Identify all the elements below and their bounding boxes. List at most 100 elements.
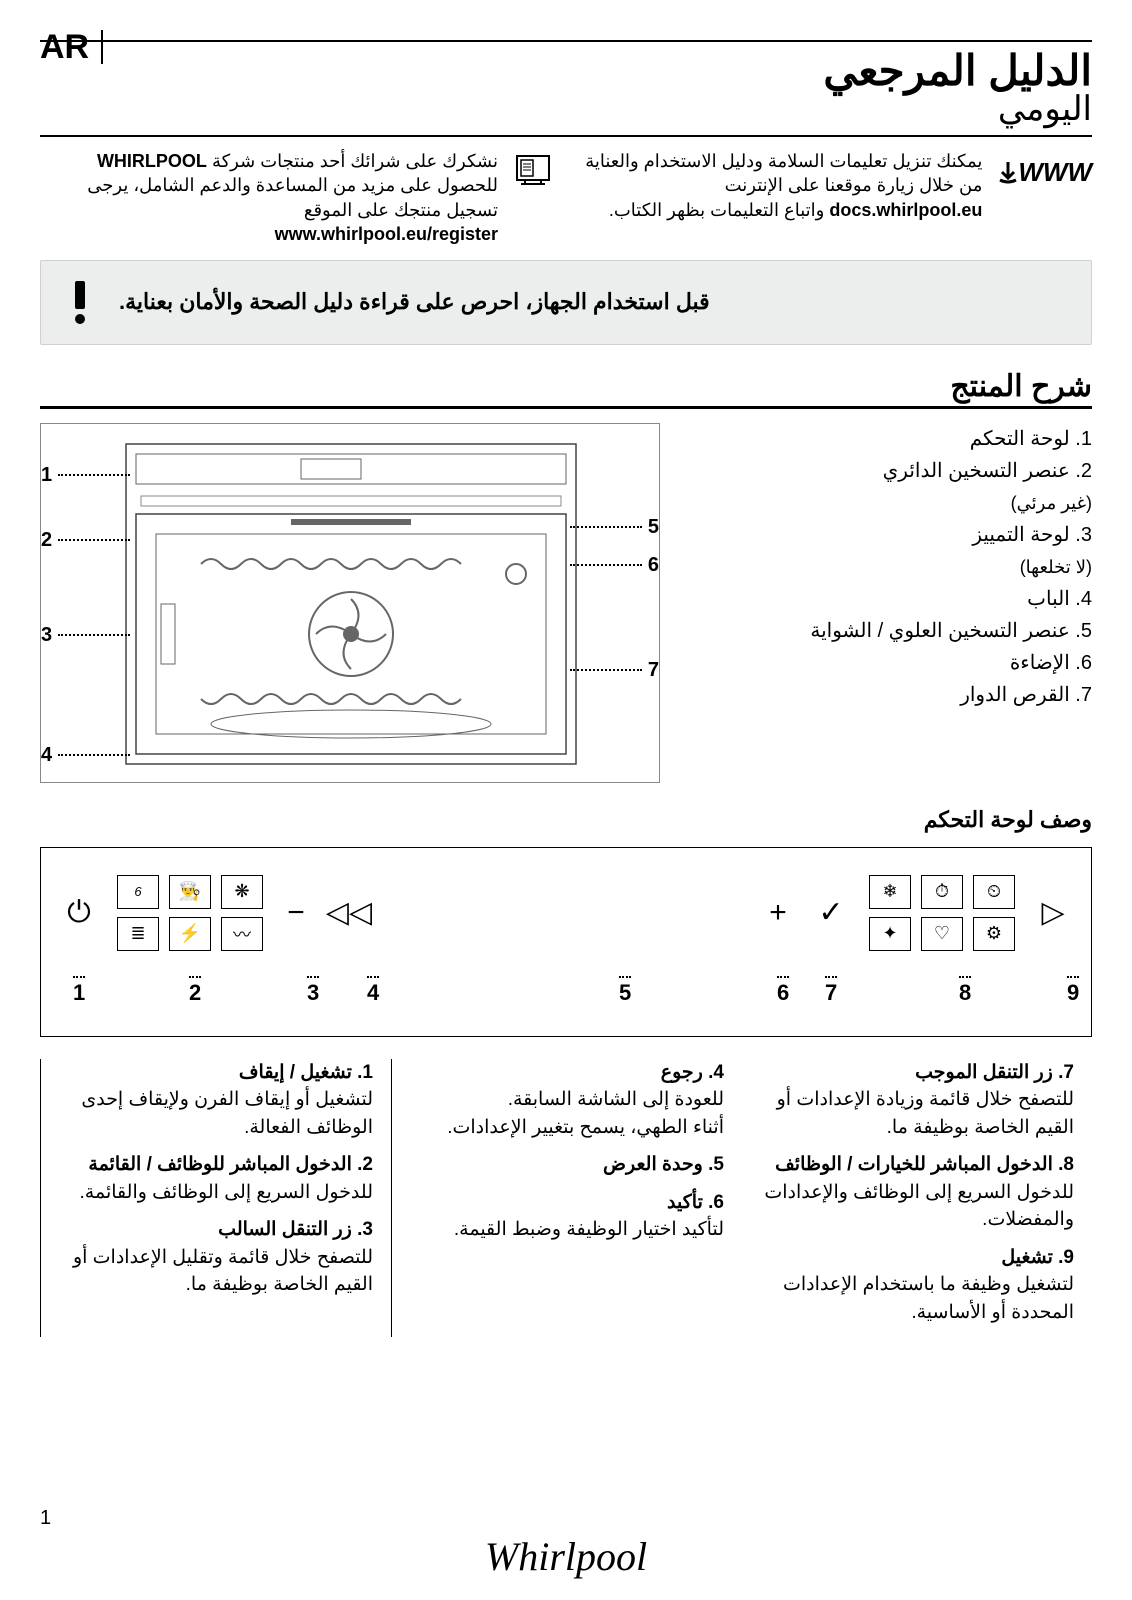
product-legend: 1. لوحة التحكم 2. عنصر التسخين الدائري (غي… <box>690 423 1092 711</box>
follow-text: واتباع التعليمات بظهر الكتاب. <box>609 200 824 220</box>
desc-item: 3. زر التنقل السالبللتصفح خلال قائمة وتق… <box>59 1216 373 1299</box>
page-title-block: الدليل المرجعي اليومي <box>40 46 1092 129</box>
list-icon: ≣ <box>117 917 159 951</box>
desc-item: 9. تشغيللتشغيل وظيفة ما باستخدام الإعداد… <box>760 1244 1074 1327</box>
desc-heading: 1. تشغيل / إيقاف <box>59 1059 373 1087</box>
desc-heading: 8. الدخول المباشر للخيارات / الوظائف <box>760 1151 1074 1179</box>
desc-item: 7. زر التنقل الموجبللتصفح خلال قائمة وزي… <box>760 1059 1074 1142</box>
chef-icon: 👨‍🍳 <box>169 875 211 909</box>
title-main: الدليل المرجعي <box>40 46 1092 95</box>
desc-heading: 2. الدخول المباشر للوظائف / القائمة <box>59 1151 373 1179</box>
brand-name: WHIRLPOOL <box>97 149 207 173</box>
desc-heading: 7. زر التنقل الموجب <box>760 1059 1074 1087</box>
settings-icon: ⚙ <box>973 917 1015 951</box>
panel-number: 2 <box>189 976 201 1006</box>
start-group: ▷ <box>1033 895 1073 930</box>
callout-number: 2 <box>41 529 52 552</box>
back-group: ◁◁ <box>329 895 369 930</box>
thank-you-text: نشكرك على شرائك أحد منتجات شركة <box>212 151 498 171</box>
delay-icon: ⏲ <box>973 875 1015 909</box>
desc-body: لتشغيل وظيفة ما باستخدام الإعدادات المحد… <box>760 1271 1074 1326</box>
favorite-icon: ♡ <box>921 917 963 951</box>
desc-item: 4. رجوعللعودة إلى الشاشة السابقة.أثناء ا… <box>410 1059 724 1142</box>
intro-left-text: يمكنك تنزيل تعليمات السلامة ودليل الاستخ… <box>576 149 982 222</box>
desc-item: 8. الدخول المباشر للخيارات / الوظائفللدخ… <box>760 1151 1074 1234</box>
legend-item: 5. عنصر التسخين العلوي / الشواية <box>690 615 1092 647</box>
language-tag: AR <box>40 30 103 64</box>
legend-text: 4. الباب <box>1027 588 1092 610</box>
panel-number: 5 <box>619 976 631 1006</box>
timer-icon: ⏱ <box>921 875 963 909</box>
legend-item: 1. لوحة التحكم <box>690 423 1092 455</box>
intro-right-col: نشكرك على شرائك أحد منتجات شركة WHIRLPOO… <box>40 149 556 246</box>
legend-item: 6. الإضاءة <box>690 647 1092 679</box>
callout-number: 5 <box>648 516 659 539</box>
microwave-icon: 〰 <box>221 917 263 951</box>
plus-icon: + <box>769 896 787 930</box>
minus-icon: − <box>287 896 305 930</box>
title-sub: اليومي <box>40 89 1092 129</box>
panel-number: 4 <box>367 976 379 1006</box>
diagram-callout-right: 6 <box>564 554 659 577</box>
brand-logo: Whirlpool <box>485 1533 647 1580</box>
callout-number: 7 <box>648 659 659 682</box>
options-group: ❄ ⏱ ⏲ ✦ ♡ ⚙ <box>869 875 1015 951</box>
register-url: www.whirlpool.eu/register <box>275 222 498 246</box>
panel-title: وصف لوحة التحكم <box>40 807 1092 833</box>
legend-text: 1. لوحة التحكم <box>970 428 1092 450</box>
legend-text: 6. الإضاءة <box>1010 652 1092 674</box>
desc-body: للتصفح خلال قائمة وزيادة الإعدادات أو ال… <box>760 1086 1074 1141</box>
legend-item: 4. الباب <box>690 583 1092 615</box>
ok-icon: ✓ <box>818 895 843 930</box>
fan-icon: ❋ <box>221 875 263 909</box>
desc-body: لتشغيل أو إيقاف الفرن ولإيقاف إحدى الوظا… <box>59 1086 373 1141</box>
back-icon: ◁◁ <box>326 895 372 930</box>
page-number: 1 <box>40 1507 51 1530</box>
desc-body: للتصفح خلال قائمة وتقليل الإعدادات أو ال… <box>59 1244 373 1299</box>
desc-item: 6. تأكيدلتأكيد اختيار الوظيفة وضبط القيم… <box>410 1189 724 1244</box>
diagram-callout-right: 5 <box>564 516 659 539</box>
warning-icon <box>65 279 95 325</box>
legend-text: 7. القرص الدوار <box>960 684 1092 706</box>
callout-number: 1 <box>41 464 52 487</box>
func-group: 6 👨‍🍳 ❋ ≣ ⚡ 〰 <box>117 875 263 951</box>
www-badge: WWW <box>1018 157 1092 188</box>
diagram-callout-left: 4 <box>41 744 136 767</box>
diagram-callout-left: 1 <box>41 464 136 487</box>
panel-numbers-row: 123456789 <box>59 976 1073 1006</box>
top-rule <box>40 40 1092 42</box>
warning-banner: قبل استخدام الجهاز، احرص على قراءة دليل … <box>40 260 1092 344</box>
defrost-icon: ❄ <box>869 875 911 909</box>
power-group: ⏻ <box>59 896 99 930</box>
desc-heading: 6. تأكيد <box>410 1189 724 1217</box>
callout-number: 6 <box>648 554 659 577</box>
display-area <box>387 873 745 953</box>
desc-col-3: 7. زر التنقل الموجبللتصفح خلال قائمة وزي… <box>742 1059 1092 1337</box>
legend-text: 2. عنصر التسخين الدائري <box>883 460 1092 482</box>
legend-item: 2. عنصر التسخين الدائري (غير مرئي) <box>690 455 1092 519</box>
docs-url: docs.whirlpool.eu <box>829 198 982 222</box>
control-panel-box: ⏻ 6 👨‍🍳 ❋ ≣ ⚡ 〰 − ◁◁ + ✓ <box>40 847 1092 1037</box>
legend-item: 7. القرص الدوار <box>690 679 1092 711</box>
section-product-title: شرح المنتج <box>40 369 1092 409</box>
desc-heading: 3. زر التنقل السالب <box>59 1216 373 1244</box>
register-prompt: للحصول على مزيد من المساعدة والدعم الشام… <box>87 175 498 219</box>
legend-text: 3. لوحة التمييز <box>972 524 1092 546</box>
callout-number: 3 <box>41 624 52 647</box>
diagram-callout-right: 7 <box>564 659 659 682</box>
warning-text: قبل استخدام الجهاز، احرص على قراءة دليل … <box>119 289 710 315</box>
desc-item: 2. الدخول المباشر للوظائف / القائمةللدخو… <box>59 1151 373 1206</box>
desc-body: لتأكيد اختيار الوظيفة وضبط القيمة. <box>410 1216 724 1244</box>
ok-group: ✓ <box>811 895 851 930</box>
legend-note: (غير مرئي) <box>1011 493 1092 513</box>
power-icon: ⏻ <box>67 896 91 930</box>
desc-item: 5. وحدة العرض <box>410 1151 724 1179</box>
www-icon: WWW <box>994 149 1092 195</box>
register-icon <box>510 149 556 195</box>
intro-left-col: WWW يمكنك تنزيل تعليمات السلامة ودليل ال… <box>576 149 1092 222</box>
desc-body: للعودة إلى الشاشة السابقة.أثناء الطهي، ي… <box>410 1086 724 1141</box>
minus-group: − <box>281 896 311 930</box>
product-row: 1. لوحة التحكم 2. عنصر التسخين الدائري (غي… <box>40 423 1092 783</box>
diagram-callout-left: 2 <box>41 529 136 552</box>
legend-text: 5. عنصر التسخين العلوي / الشواية <box>810 620 1092 642</box>
